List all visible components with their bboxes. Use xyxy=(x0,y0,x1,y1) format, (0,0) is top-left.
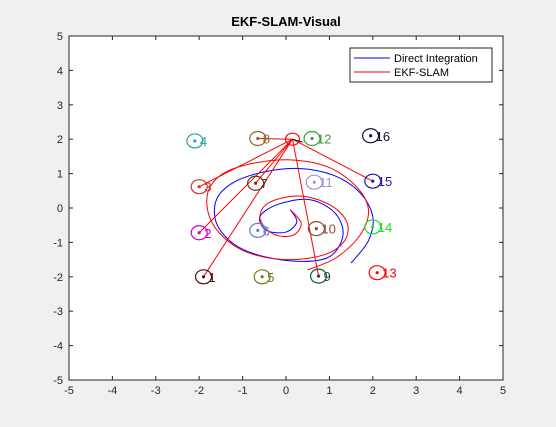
series-layer xyxy=(206,159,374,271)
landmark-label: 15 xyxy=(378,174,392,189)
landmark-ellipse xyxy=(253,269,271,285)
chart-title: EKF-SLAM-Visual xyxy=(231,14,341,29)
y-tick-label: -3 xyxy=(53,306,63,318)
observation-line xyxy=(198,138,293,234)
landmark-ellipse xyxy=(247,175,265,191)
landmark-point xyxy=(371,179,375,183)
landmark-label: 4 xyxy=(200,134,207,149)
x-tick-label: 3 xyxy=(413,385,419,397)
x-tick-label: 1 xyxy=(326,385,332,397)
landmark-label: 9 xyxy=(324,269,331,284)
landmark-point xyxy=(260,275,264,279)
observation-line xyxy=(203,138,293,278)
x-tick-label: 0 xyxy=(283,385,289,397)
landmark-ellipse xyxy=(364,173,382,189)
x-tick-label: 2 xyxy=(370,385,376,397)
observation-line xyxy=(292,139,320,277)
landmark-ellipse xyxy=(364,219,382,235)
legend-label: Direct Integration xyxy=(394,53,478,65)
legend-label: EKF-SLAM xyxy=(394,67,449,79)
landmark-ellipse xyxy=(249,222,267,238)
axes-background xyxy=(69,36,503,380)
x-tick-label: -2 xyxy=(194,385,204,397)
landmark-ellipse xyxy=(190,225,208,241)
landmark-label: 8 xyxy=(263,132,270,147)
x-tick-label: -3 xyxy=(151,385,161,397)
landmark-label: 12 xyxy=(317,132,331,147)
landmark-label: 7 xyxy=(261,176,268,191)
landmark-label: 2 xyxy=(204,226,211,241)
landmark-point xyxy=(256,228,260,232)
landmark-label: 11 xyxy=(319,175,333,190)
y-tick-label: 1 xyxy=(57,169,63,181)
y-tick-label: 5 xyxy=(57,31,63,43)
landmark-ellipse xyxy=(307,221,325,237)
landmark-label: 6 xyxy=(263,223,270,238)
y-tick-label: 3 xyxy=(57,100,63,112)
landmark-point xyxy=(201,275,206,279)
observation-line xyxy=(198,138,293,188)
landmark-point xyxy=(197,185,201,189)
x-tick-label: 5 xyxy=(500,385,506,397)
observation-line xyxy=(257,138,293,140)
landmark-ellipse xyxy=(303,130,321,147)
landmark-label: 1 xyxy=(209,270,216,285)
legend-box xyxy=(349,47,493,83)
landmark-point xyxy=(314,227,318,231)
landmark-point xyxy=(375,271,379,275)
landmark-ellipse xyxy=(249,130,267,147)
landmark-ellipse xyxy=(362,128,380,144)
x-tick-label: -5 xyxy=(64,385,74,397)
landmark-ellipse xyxy=(194,269,213,285)
robot-heading xyxy=(292,138,303,143)
y-tick-label: 4 xyxy=(57,65,63,77)
legend: Direct Integration EKF-SLAM xyxy=(349,47,493,83)
robot-layer xyxy=(284,132,303,146)
landmark-ellipse xyxy=(309,268,328,284)
landmark-label: 13 xyxy=(382,266,396,281)
landmark-label: 5 xyxy=(267,270,274,285)
landmark-point xyxy=(316,274,321,278)
landmark-point xyxy=(193,139,197,143)
robot-ellipse xyxy=(284,132,301,146)
x-tick-label: -1 xyxy=(238,385,248,397)
observation-line xyxy=(292,138,374,182)
y-tick-label: 2 xyxy=(57,134,63,146)
landmark-point xyxy=(197,231,201,235)
landmark-point xyxy=(310,136,314,141)
y-tick-label: 0 xyxy=(57,203,63,215)
landmark-ellipse xyxy=(368,265,386,281)
landmark-point xyxy=(312,180,316,184)
x-tick-label: 4 xyxy=(457,385,463,397)
y-tick-label: -5 xyxy=(53,375,63,387)
landmark-ellipse xyxy=(190,179,208,195)
y-tick-label: -1 xyxy=(53,237,63,249)
observation-layer xyxy=(198,138,374,278)
y-tick-label: -2 xyxy=(53,272,63,284)
landmark-label: 16 xyxy=(376,129,390,144)
observation-line xyxy=(255,138,293,184)
landmark-point xyxy=(371,225,375,229)
landmark-point xyxy=(256,136,260,141)
landmark-label: 14 xyxy=(378,220,392,235)
y-tick-label: -4 xyxy=(53,341,63,353)
landmark-ellipse xyxy=(186,133,204,149)
landmark-label: 3 xyxy=(204,180,211,195)
x-tick-label: -4 xyxy=(108,385,118,397)
landmark-point xyxy=(369,134,373,138)
landmark-label: 10 xyxy=(321,222,335,237)
landmark-ellipse xyxy=(305,174,323,190)
landmark-point xyxy=(254,181,258,185)
series-line-ekf-slam xyxy=(206,159,370,271)
